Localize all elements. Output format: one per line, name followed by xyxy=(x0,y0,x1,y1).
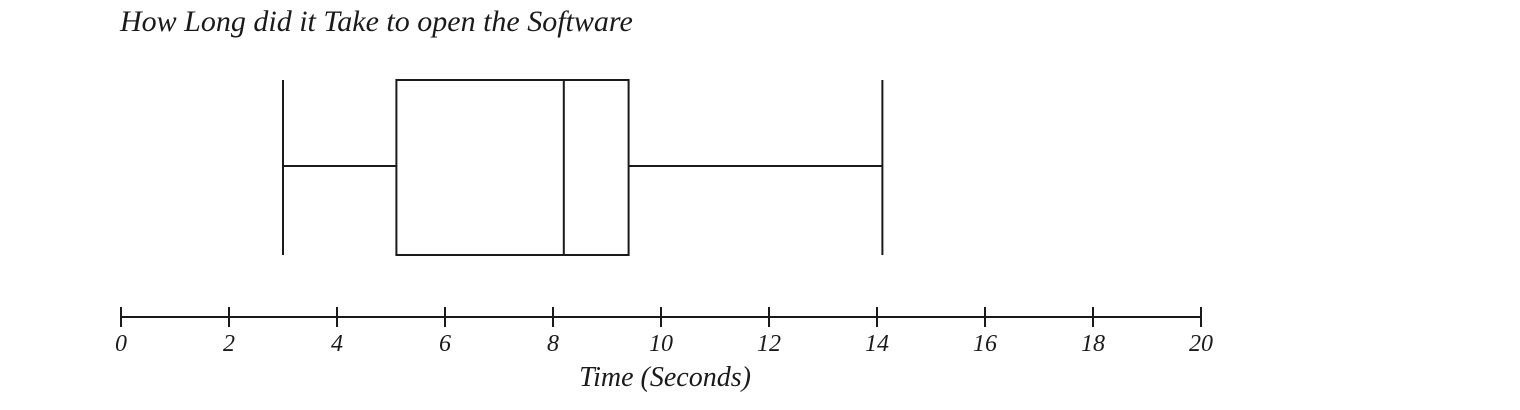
x-tick-label-0: 0 xyxy=(115,331,127,357)
x-tick-label-12: 12 xyxy=(757,331,781,357)
interquartile-box xyxy=(395,79,630,256)
x-tick-label-16: 16 xyxy=(973,331,997,357)
x-tick-label-20: 20 xyxy=(1189,331,1213,357)
x-axis: 0 2 4 6 8 10 12 14 16 18 20 xyxy=(115,307,1213,357)
x-tick-label-18: 18 xyxy=(1081,331,1105,357)
x-tick-label-14: 14 xyxy=(865,331,889,357)
x-tick-label-10: 10 xyxy=(649,331,673,357)
x-tick-label-4: 4 xyxy=(331,331,343,357)
chart-title: How Long did it Take to open the Softwar… xyxy=(119,5,633,38)
x-tick-label-8: 8 xyxy=(547,331,559,357)
x-tick-label-6: 6 xyxy=(439,331,451,357)
plot-area xyxy=(282,79,884,256)
x-tick-label-2: 2 xyxy=(223,331,235,357)
x-axis-title: Time (Seconds) xyxy=(579,362,751,393)
